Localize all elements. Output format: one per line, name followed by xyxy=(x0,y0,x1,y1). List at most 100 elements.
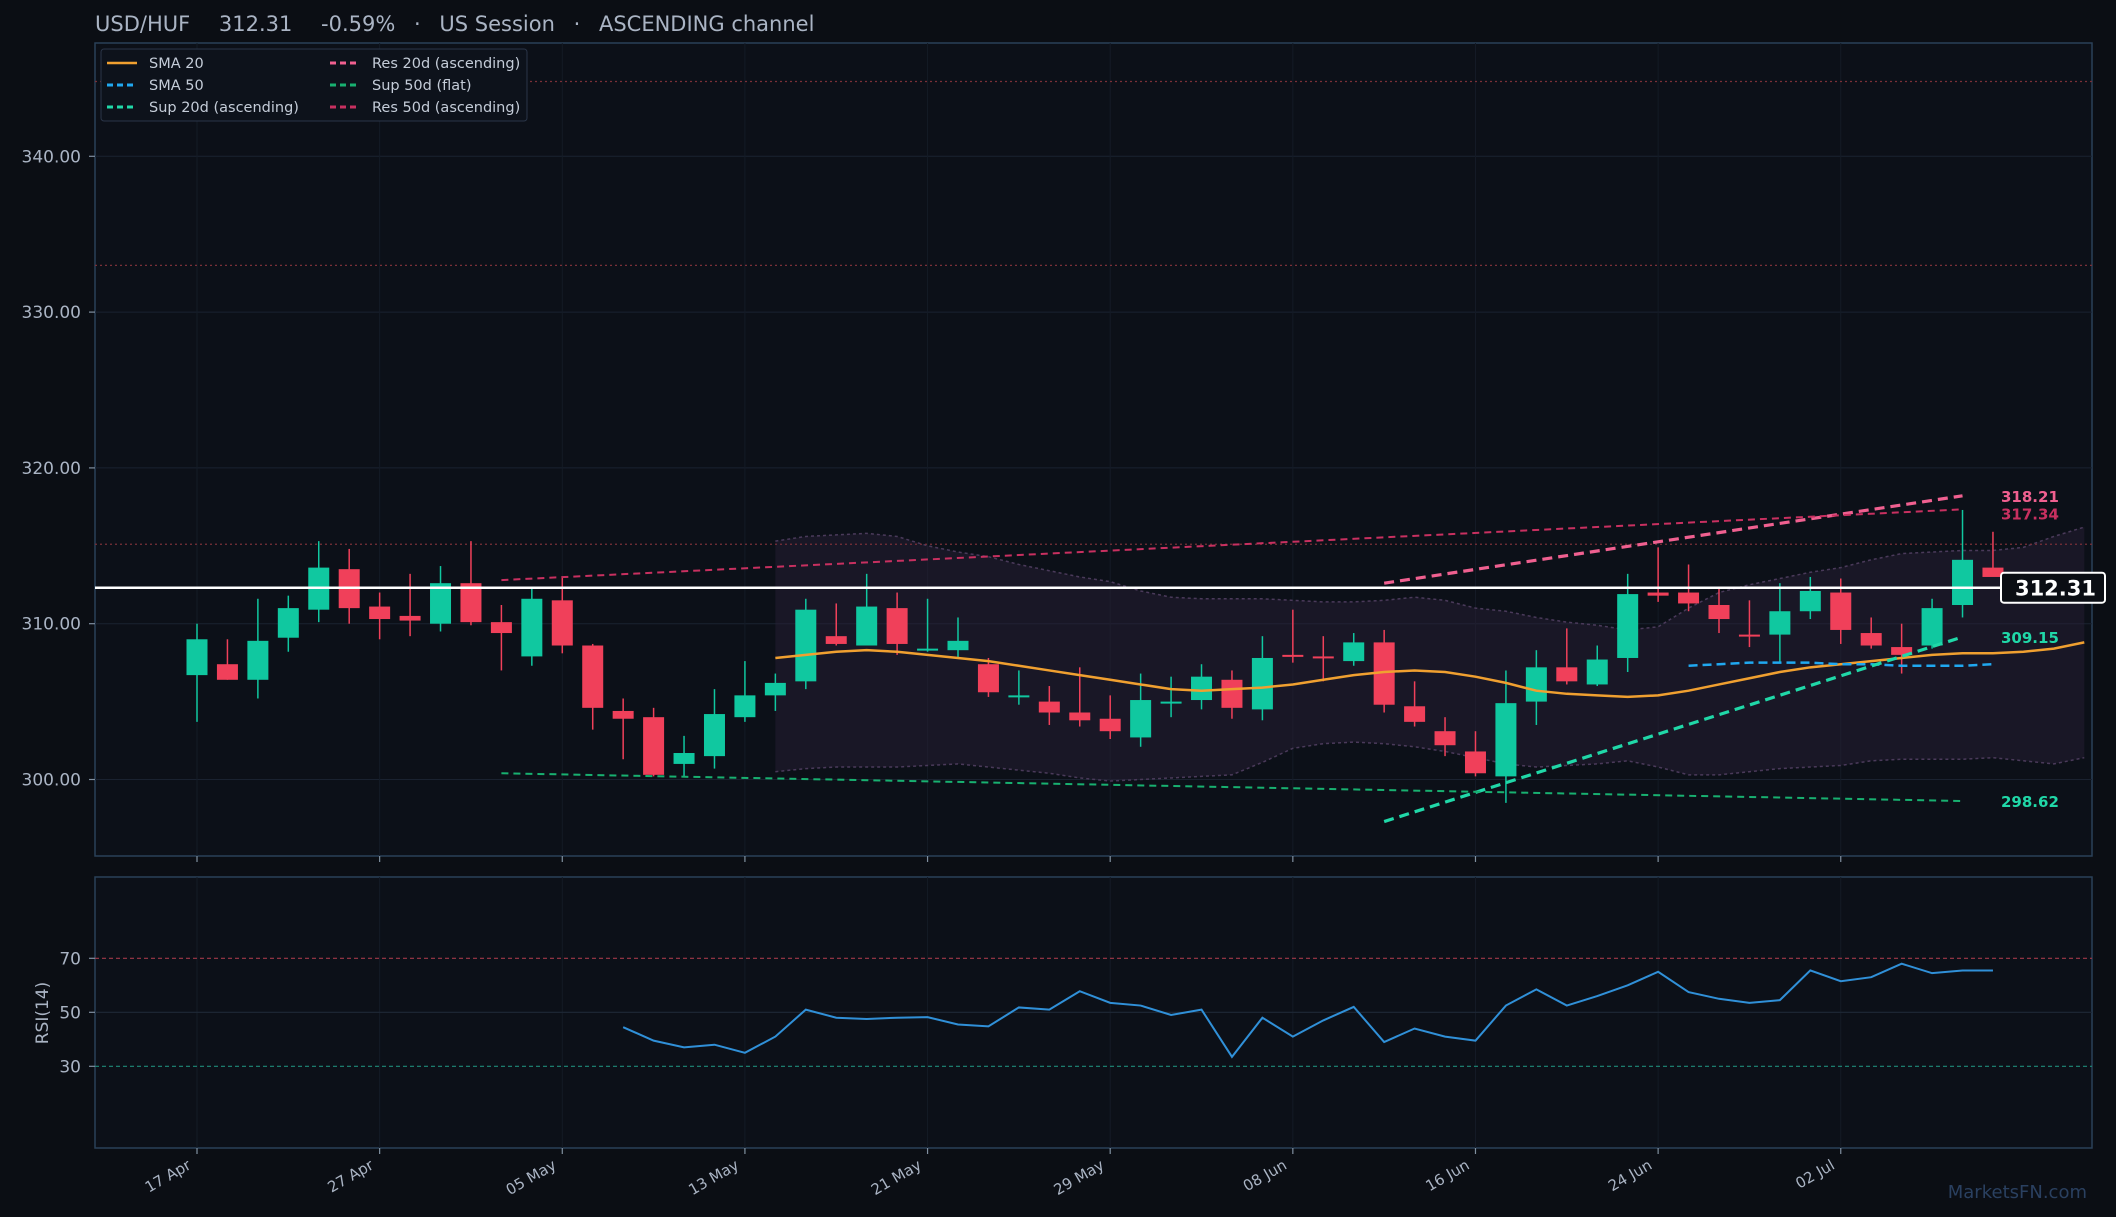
candle-body xyxy=(1525,667,1547,702)
rsi-series xyxy=(622,962,1993,1059)
candle-body xyxy=(1799,590,1821,612)
candle-body xyxy=(1921,608,1943,646)
sma50-line xyxy=(1688,661,1994,668)
res50-label: 317.34 xyxy=(2001,505,2059,523)
legend-label: SMA 50 xyxy=(149,78,204,94)
candle-body xyxy=(1556,667,1578,682)
candle-body xyxy=(825,636,847,644)
candle-body xyxy=(1008,695,1030,698)
candle-body xyxy=(1069,712,1091,721)
candle-body xyxy=(1860,633,1882,646)
price-y-axis: 300.00 310.00 320.00 330.00 340.00 xyxy=(22,147,95,791)
candle-body xyxy=(1251,657,1273,710)
candle-body xyxy=(247,640,269,680)
y-tick-label: 340.00 xyxy=(22,147,81,167)
candle-body xyxy=(1586,659,1608,685)
candle-body xyxy=(551,600,573,646)
watermark: MarketsFN.com xyxy=(1948,1182,2087,1203)
candle-body xyxy=(1160,701,1182,704)
candle-body xyxy=(643,717,665,775)
candle-body xyxy=(1769,611,1791,635)
rsi-tick-label: 30 xyxy=(59,1057,81,1077)
sup50-line xyxy=(501,772,1963,803)
candle-body xyxy=(1891,647,1913,655)
y-tick-label: 310.00 xyxy=(22,615,81,635)
rsi-panel: 30 50 70 RSI(14) xyxy=(33,876,2093,1149)
separator: · xyxy=(574,12,581,36)
price-panel-frame xyxy=(94,42,2093,857)
rsi-tick-label: 50 xyxy=(59,1003,81,1023)
band-upper xyxy=(775,526,2085,631)
candle-body xyxy=(1647,592,1669,596)
candle-body xyxy=(277,608,299,638)
sup20-label: 309.15 xyxy=(2001,629,2059,647)
candle-body xyxy=(673,753,695,764)
legend-label: Sup 20d (ascending) xyxy=(149,100,299,116)
legend-label: SMA 20 xyxy=(149,56,204,72)
candle-body xyxy=(460,583,482,623)
y-tick-label: 320.00 xyxy=(22,459,81,479)
candle-body xyxy=(886,608,908,644)
candle-body xyxy=(764,682,786,696)
candle-body xyxy=(1130,700,1152,738)
last-price-tag xyxy=(2000,571,2106,604)
candle-body xyxy=(1952,559,1974,606)
candle-body xyxy=(795,609,817,682)
res20-label: 318.21 xyxy=(2001,488,2059,506)
sma20-line xyxy=(775,641,2085,699)
res50-line xyxy=(501,508,1963,582)
candle-body xyxy=(977,664,999,693)
candle-body xyxy=(1708,605,1730,620)
legend: SMA 20 SMA 50 Sup 20d (ascending) Res 20d (… xyxy=(100,48,528,122)
pattern: ASCENDING channel xyxy=(599,12,814,36)
candle-body xyxy=(703,714,725,757)
candle-body xyxy=(186,639,208,676)
candle-body xyxy=(1191,676,1213,701)
rsi-line xyxy=(622,962,1993,1059)
y-tick-label: 330.00 xyxy=(22,303,81,323)
legend-label: Sup 50d (flat) xyxy=(372,78,472,94)
y-tick-label: 300.00 xyxy=(22,771,81,791)
res20-line xyxy=(1383,494,1963,585)
band-fill xyxy=(775,527,2085,782)
candle-body xyxy=(1982,567,2004,577)
rsi-axis-label: RSI(14) xyxy=(33,982,53,1045)
candle-body xyxy=(1404,706,1426,722)
header-change: -0.59% xyxy=(321,12,395,36)
candle-body xyxy=(490,622,512,634)
separator: · xyxy=(414,12,421,36)
legend-box xyxy=(100,48,528,122)
header-price: 312.31 xyxy=(219,12,292,36)
candle-body xyxy=(612,710,634,719)
candle-body xyxy=(734,695,756,718)
candle-body xyxy=(947,640,969,651)
last-price-label: 312.31 xyxy=(2015,577,2096,601)
rsi-gridlines xyxy=(95,877,2092,1148)
candle-body xyxy=(1464,751,1486,774)
candle-body xyxy=(399,615,421,621)
candle-body xyxy=(1830,592,1852,630)
candle-body xyxy=(369,606,391,620)
band-lower xyxy=(775,741,2085,782)
candle-body xyxy=(1312,656,1334,659)
candle-body xyxy=(1434,731,1456,746)
symbol: USD/HUF xyxy=(95,12,190,36)
candle-body xyxy=(582,645,604,708)
sup50-label: 298.62 xyxy=(2001,793,2059,811)
candle-body xyxy=(1495,703,1517,777)
legend-label: Res 50d (ascending) xyxy=(372,100,520,116)
candle-body xyxy=(1038,701,1060,713)
moving-averages xyxy=(775,641,2085,699)
candle-body xyxy=(1373,642,1395,705)
chart-header: USD/HUF 312.31 -0.59% · US Session · ASC… xyxy=(95,12,814,36)
candle-body xyxy=(521,598,543,657)
sup20-line xyxy=(1383,635,1964,824)
candle-body xyxy=(1282,654,1304,657)
candle-body xyxy=(216,664,238,680)
candle-body xyxy=(430,583,452,624)
candle-body xyxy=(1221,679,1243,708)
bollinger-band xyxy=(775,526,2085,782)
